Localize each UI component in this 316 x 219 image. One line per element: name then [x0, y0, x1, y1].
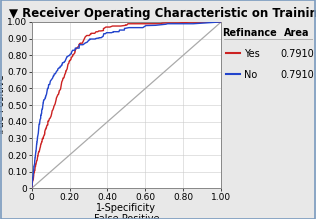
X-axis label: 1-Specificity
False Positive: 1-Specificity False Positive	[94, 203, 159, 219]
Text: Area: Area	[284, 28, 310, 38]
Text: Refinance: Refinance	[222, 28, 276, 38]
Text: 0.7910: 0.7910	[280, 49, 314, 59]
Text: Yes: Yes	[244, 49, 259, 59]
Y-axis label: Sensitivity
True Positive: Sensitivity True Positive	[0, 74, 6, 136]
Text: ▼ Receiver Operating Characteristic on Training Data: ▼ Receiver Operating Characteristic on T…	[9, 7, 316, 19]
Text: 0.7910: 0.7910	[280, 70, 314, 80]
Text: No: No	[244, 70, 257, 80]
